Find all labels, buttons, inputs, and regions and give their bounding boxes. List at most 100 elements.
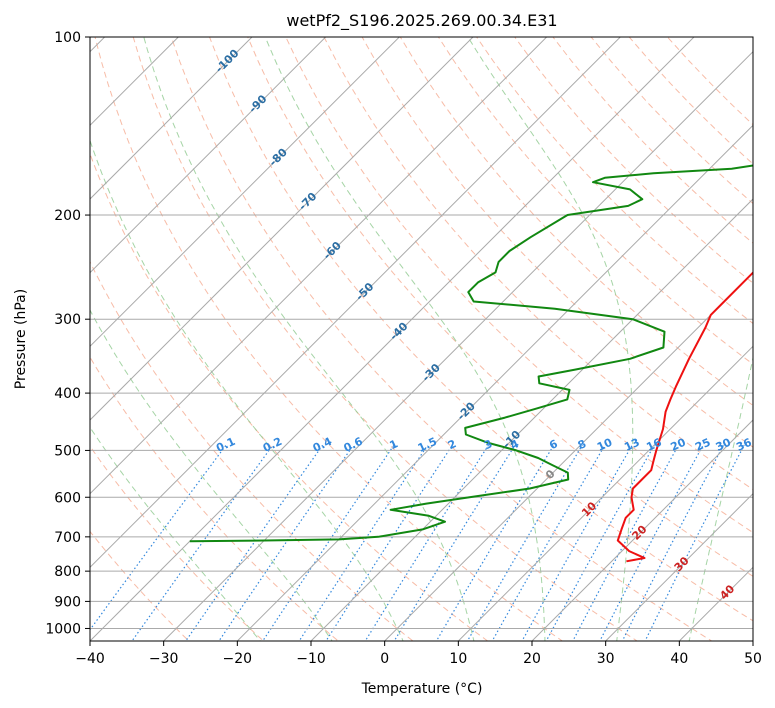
mixing-ratio-label: 20	[669, 436, 689, 454]
isotherm-gridline	[90, 37, 695, 641]
isotherm-gridline	[383, 271, 753, 641]
dry-adiabat-line	[514, 37, 753, 284]
x-axis-ticks: −40 −30 −20 −10 0 10 20 30 40 50	[75, 641, 762, 667]
mixing-ratio-line	[90, 444, 227, 631]
isotherm-gridline	[90, 37, 474, 421]
dry-adiabat-line	[476, 37, 753, 325]
moist-adiabat-line	[264, 37, 546, 641]
mixing-ratio-line	[262, 444, 395, 641]
x-tick-label: 40	[670, 651, 688, 667]
moist-adiabat-line	[90, 309, 333, 641]
x-tick-label: 0	[380, 651, 389, 667]
x-tick-label: 30	[597, 651, 615, 667]
mixing-ratio-label: 0.2	[261, 435, 284, 455]
y-tick-label: 400	[54, 386, 81, 402]
dry-adiabat-line	[170, 37, 713, 641]
mixing-ratio-label: 0.1	[214, 435, 237, 455]
dry-adiabat-line	[132, 37, 638, 641]
moist-adiabat-line	[688, 355, 753, 641]
plot-area	[0, 10, 753, 653]
mixing-ratio-line	[491, 444, 606, 641]
y-axis-ticks: 100 200 300 400 500 600 700 800 900 1000	[45, 30, 90, 637]
dewpoint-profile-line	[189, 164, 753, 543]
isotherm-gridline	[457, 345, 753, 641]
isotherm-gridline	[162, 50, 753, 641]
dry-adiabat-line	[94, 37, 564, 641]
plot-frame	[89, 36, 754, 642]
x-axis-label: Temperature (°C)	[361, 681, 483, 697]
isotherm-gridline	[236, 124, 753, 641]
moist-adiabat-line	[90, 426, 261, 641]
isotherm-gridline	[310, 198, 753, 641]
dry-adiabat-line	[247, 37, 753, 577]
dry-adiabat-line	[437, 37, 753, 365]
isotherm-gridline	[90, 37, 327, 274]
dry-adiabat-line	[628, 37, 753, 165]
chart-title: wetPf2_S196.2025.269.00.34.E31	[286, 11, 557, 31]
isotherm-gridline	[531, 419, 753, 641]
temperature-profile-line	[616, 271, 753, 563]
mixing-ratio-line	[521, 444, 633, 641]
y-tick-label: 200	[54, 208, 81, 224]
x-tick-label: 50	[744, 651, 762, 667]
mixing-ratio-line	[218, 444, 354, 641]
dry-adiabats	[90, 37, 753, 641]
isotherm-gridline	[0, 10, 58, 653]
mixing-ratio-label: 36	[734, 436, 754, 454]
mixing-ratio-label: 30	[714, 436, 734, 454]
mixing-ratio-label: 13	[622, 436, 641, 454]
dry-adiabat-line	[323, 37, 753, 491]
mixing-ratio-label: 0.6	[342, 435, 365, 455]
dry-adiabat-line	[590, 37, 753, 205]
x-tick-label: −10	[296, 651, 326, 667]
x-tick-label: 10	[449, 651, 467, 667]
y-tick-label: 900	[54, 594, 81, 610]
mixing-ratio-line	[298, 444, 429, 641]
mixing-ratio-label: 16	[644, 436, 664, 454]
y-tick-label: 600	[54, 490, 81, 506]
x-tick-label: −30	[149, 651, 179, 667]
mixing-ratio-line	[466, 444, 583, 641]
moist-adiabat-line	[143, 37, 475, 641]
moist-adiabat-line	[467, 37, 634, 641]
dry-adiabat-line	[399, 37, 753, 407]
mixing-ratio-line	[644, 444, 745, 641]
y-tick-label: 100	[54, 30, 81, 46]
grid-lines	[0, 10, 753, 653]
moist-adiabats	[90, 37, 753, 641]
dry-adiabat-line	[90, 445, 265, 641]
x-tick-label: 20	[523, 651, 541, 667]
x-tick-label: −40	[75, 651, 105, 667]
mixing-ratio-label: 25	[693, 436, 712, 454]
y-tick-label: 1000	[45, 621, 81, 637]
isotherm-gridline	[90, 37, 622, 569]
mixing-ratio-label: 10	[595, 436, 615, 454]
y-tick-label: 700	[54, 530, 81, 546]
profile-series	[189, 164, 753, 563]
y-tick-label: 300	[54, 312, 81, 328]
x-tick-label: −20	[223, 651, 253, 667]
y-axis-label: Pressure (hPa)	[13, 289, 29, 389]
dry-adiabat-line	[361, 37, 753, 448]
isotherm-gridline	[90, 37, 401, 348]
dry-adiabat-line	[90, 530, 190, 641]
isotherm-gridline	[90, 37, 180, 127]
dry-adiabat-line	[90, 152, 489, 641]
mixing-ratio-line	[325, 444, 453, 641]
isotherm-gridline	[752, 640, 753, 641]
mixing-ratio-label: 0.4	[311, 435, 334, 455]
dry-adiabat-line	[90, 356, 339, 641]
moist-adiabat-line	[90, 138, 404, 641]
mixing-ratio-line	[393, 444, 516, 641]
mixing-ratio-line	[599, 444, 704, 641]
mixing-ratio-line	[621, 444, 725, 641]
dry-adiabat-line	[285, 37, 753, 534]
mixing-ratio-label: 1.5	[416, 435, 439, 455]
y-tick-label: 500	[54, 443, 81, 459]
line-labels: -100-90-80-70-60-50-40-30-20-10010203040…	[213, 47, 754, 603]
isotherm-gridline	[90, 37, 253, 200]
mixing-ratio-line	[131, 444, 274, 641]
dry-adiabat-line	[90, 260, 414, 641]
isotherm-gridline	[604, 492, 753, 641]
